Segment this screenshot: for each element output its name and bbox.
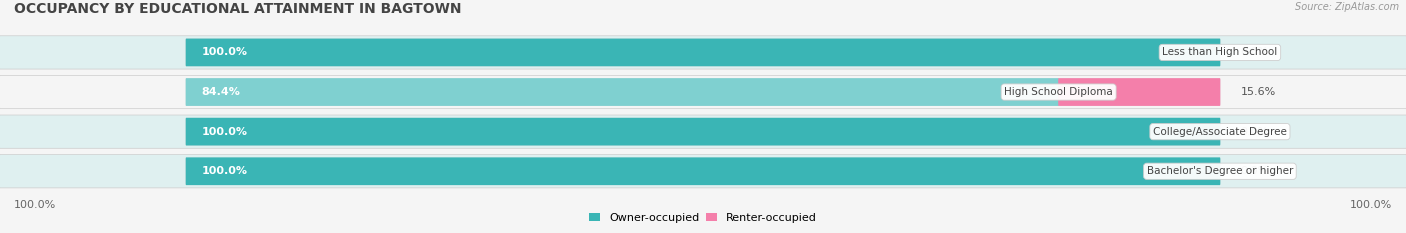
Text: 100.0%: 100.0% [201, 166, 247, 176]
FancyBboxPatch shape [0, 115, 1406, 148]
FancyBboxPatch shape [186, 38, 1220, 66]
FancyBboxPatch shape [186, 118, 1220, 145]
FancyBboxPatch shape [186, 118, 1220, 145]
Text: 0.0%: 0.0% [1240, 127, 1268, 137]
FancyBboxPatch shape [186, 158, 1220, 185]
FancyBboxPatch shape [0, 155, 1406, 188]
FancyBboxPatch shape [0, 36, 1406, 69]
FancyBboxPatch shape [186, 38, 1220, 66]
Text: High School Diploma: High School Diploma [1004, 87, 1114, 97]
FancyBboxPatch shape [186, 158, 1220, 185]
Text: 0.0%: 0.0% [1240, 48, 1268, 57]
Legend: Owner-occupied, Renter-occupied: Owner-occupied, Renter-occupied [585, 209, 821, 227]
Text: 15.6%: 15.6% [1240, 87, 1275, 97]
Text: Bachelor's Degree or higher: Bachelor's Degree or higher [1147, 166, 1294, 176]
FancyBboxPatch shape [0, 75, 1406, 109]
Text: College/Associate Degree: College/Associate Degree [1153, 127, 1286, 137]
Text: 100.0%: 100.0% [201, 48, 247, 57]
Text: 100.0%: 100.0% [1350, 200, 1392, 210]
Text: 84.4%: 84.4% [201, 87, 240, 97]
Text: OCCUPANCY BY EDUCATIONAL ATTAINMENT IN BAGTOWN: OCCUPANCY BY EDUCATIONAL ATTAINMENT IN B… [14, 2, 461, 16]
Text: 0.0%: 0.0% [1240, 166, 1268, 176]
FancyBboxPatch shape [1059, 78, 1220, 106]
FancyBboxPatch shape [186, 78, 1059, 106]
FancyBboxPatch shape [186, 78, 1220, 106]
Text: Less than High School: Less than High School [1163, 48, 1278, 57]
Text: 100.0%: 100.0% [14, 200, 56, 210]
Text: Source: ZipAtlas.com: Source: ZipAtlas.com [1295, 2, 1399, 12]
Text: 100.0%: 100.0% [201, 127, 247, 137]
